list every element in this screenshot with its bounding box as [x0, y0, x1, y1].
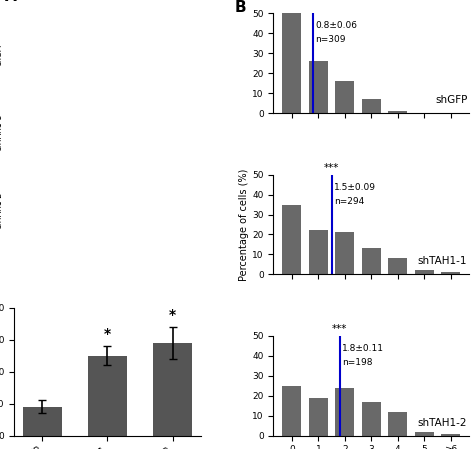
Text: *: * — [104, 327, 111, 341]
Text: n=294: n=294 — [334, 197, 364, 206]
Bar — [441, 272, 460, 274]
Bar — [362, 402, 381, 436]
Text: 1.8±0.11: 1.8±0.11 — [342, 344, 383, 353]
Bar — [415, 431, 434, 436]
Bar — [309, 230, 328, 274]
Text: ***: *** — [332, 324, 347, 334]
Text: B: B — [234, 0, 246, 14]
Bar — [283, 386, 301, 436]
Bar — [283, 205, 301, 274]
Text: *: * — [169, 308, 176, 322]
Bar — [23, 407, 62, 436]
Bar — [388, 258, 407, 274]
Bar — [153, 343, 192, 436]
Bar — [362, 99, 381, 113]
Bar — [88, 356, 127, 436]
Text: A: A — [5, 0, 17, 4]
Text: 1.5±0.09: 1.5±0.09 — [334, 183, 376, 192]
Bar — [309, 398, 328, 436]
Bar — [441, 434, 460, 436]
Text: shTAH1-1: shTAH1-1 — [418, 256, 467, 266]
Text: Merge: Merge — [157, 21, 185, 30]
Y-axis label: Percentage of cells (%): Percentage of cells (%) — [239, 168, 249, 281]
Text: 53BP1: 53BP1 — [97, 21, 126, 30]
Bar — [415, 270, 434, 274]
Text: shTAH1-2: shTAH1-2 — [0, 191, 4, 228]
Bar — [335, 233, 355, 274]
Text: shTAH1-2: shTAH1-2 — [418, 418, 467, 427]
Text: 0.8±0.06: 0.8±0.06 — [315, 22, 357, 31]
Bar — [283, 13, 301, 113]
Bar — [335, 81, 355, 113]
Text: shGFP: shGFP — [0, 42, 4, 66]
Bar — [362, 248, 381, 274]
Text: n=309: n=309 — [315, 35, 346, 44]
Bar — [388, 111, 407, 113]
Text: shGFP: shGFP — [435, 95, 467, 105]
Text: ***: *** — [324, 163, 339, 173]
Text: TRF2: TRF2 — [36, 21, 59, 30]
Bar — [335, 388, 355, 436]
Text: n=198: n=198 — [342, 358, 372, 367]
Text: shTAH1-1: shTAH1-1 — [0, 114, 4, 150]
Bar — [388, 412, 407, 436]
Bar — [309, 61, 328, 113]
